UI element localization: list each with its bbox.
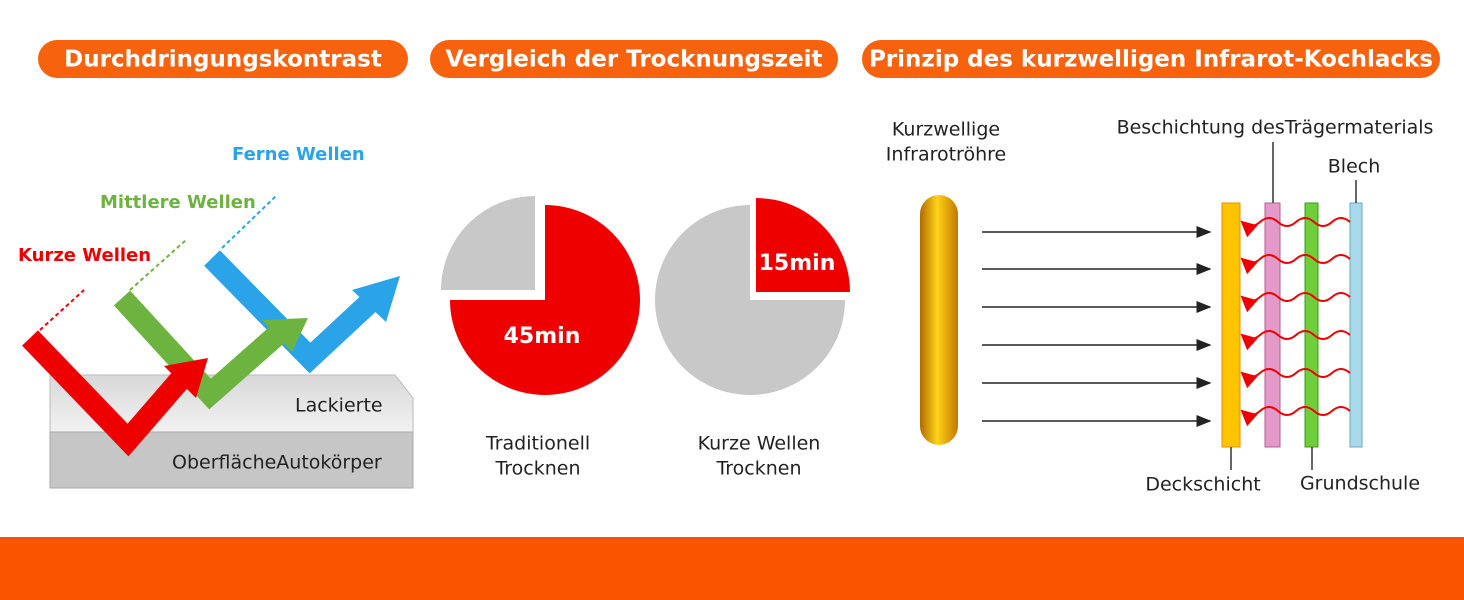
dash	[221, 195, 277, 249]
primer-layer	[1304, 202, 1319, 448]
medium-wave	[113, 290, 286, 410]
footer-band	[0, 537, 1464, 600]
badge	[38, 40, 408, 78]
coating-label: Beschichtung desTrägermaterials	[1117, 117, 1434, 139]
pie-time	[450, 205, 640, 395]
arrow-head	[164, 358, 208, 398]
medium-label: Mittlere Wellen	[100, 192, 256, 213]
principle-panel: Kurzwellige Infrarotröhre Beschichtung d…	[886, 117, 1434, 496]
surface-label: OberflächeAutokörper	[172, 452, 382, 474]
dash	[39, 289, 85, 331]
time-label: 15min	[759, 251, 836, 276]
sheet-label: Blech	[1328, 156, 1381, 178]
section-badges: Durchdringungskontrast Vergleich der Tro…	[38, 40, 1440, 78]
heat-waves	[1240, 217, 1351, 427]
dash	[129, 239, 187, 291]
top-coat	[1221, 202, 1241, 448]
pie-rest	[441, 196, 535, 290]
far-wave	[204, 250, 376, 374]
badge	[430, 40, 838, 78]
short-wave	[22, 330, 189, 457]
caption: Trocknen	[715, 458, 801, 480]
leaders	[1230, 142, 1357, 470]
badge-title: Durchdringungskontrast	[64, 47, 382, 73]
tube-label: Kurzwellige	[892, 119, 1000, 141]
top-coat-label: Deckschicht	[1145, 474, 1260, 496]
pie-time	[756, 198, 850, 292]
arrow-head	[352, 276, 400, 322]
caption: Traditionell	[485, 433, 590, 455]
ir-rays	[982, 226, 1212, 427]
penetration-panel: Ferne Wellen Mittlere Wellen Kurze Welle…	[18, 144, 414, 489]
badge	[862, 40, 1440, 78]
ir-tube	[920, 195, 958, 445]
time-label: 45min	[504, 324, 581, 349]
badge-title: Vergleich der Trocknungszeit	[445, 47, 822, 73]
drying-panel: 45min Traditionell Trocknen 15min Kurze …	[441, 196, 850, 480]
body-layer	[49, 431, 414, 489]
tube-label: Infrarotröhre	[886, 144, 1006, 166]
sheet-layer	[1349, 202, 1363, 448]
arrow-head	[262, 318, 308, 352]
caption: Trocknen	[494, 458, 580, 480]
primer-label: Grundschule	[1300, 473, 1420, 495]
pie-rest	[655, 205, 845, 395]
caption: Kurze Wellen	[698, 433, 821, 455]
short-label: Kurze Wellen	[18, 245, 151, 266]
badge-title: Prinzip des kurzwelligen Infrarot-Kochla…	[869, 47, 1433, 73]
surface-label: Lackierte	[295, 395, 383, 417]
far-label: Ferne Wellen	[232, 144, 365, 165]
